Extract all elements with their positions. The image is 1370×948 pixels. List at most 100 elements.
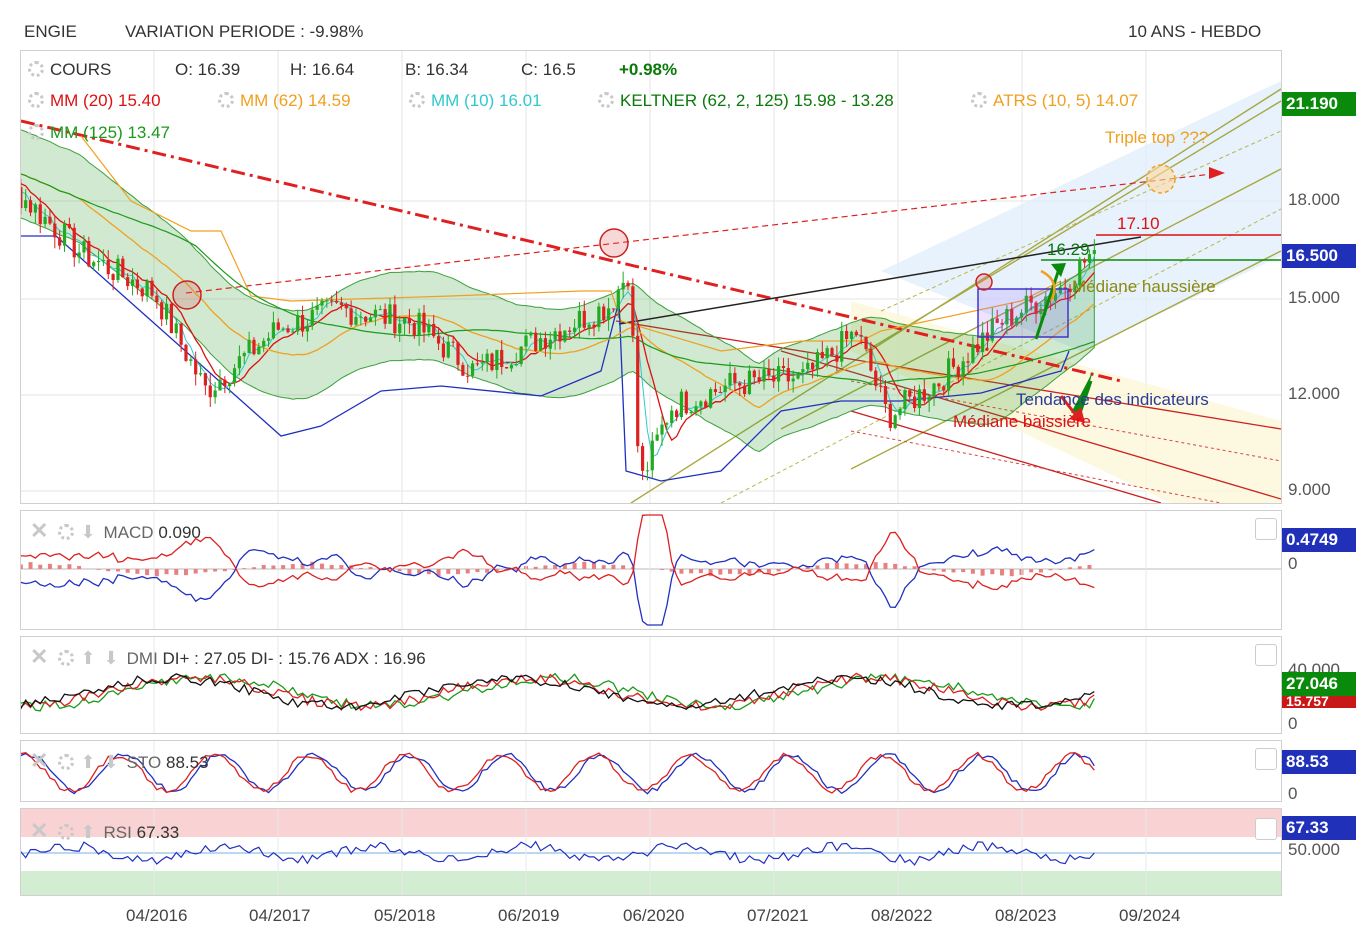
macd-histogram-bar (611, 564, 616, 569)
rsi-overbought-zone (21, 809, 1281, 837)
macd-histogram-bar (135, 569, 140, 574)
close-icon[interactable]: ✕ (30, 518, 49, 543)
candle-body (1039, 308, 1043, 314)
gear-icon[interactable] (58, 650, 75, 666)
dmi-values: DI+ : 27.05 DI- : 15.76 ADX : 16.96 (162, 649, 426, 668)
x-axis-label: 04/2016 (126, 906, 188, 925)
macd-histogram-bar (28, 562, 33, 569)
macd-histogram-bar (339, 565, 344, 569)
candle-body (592, 324, 596, 328)
dmi-checkbox[interactable] (1255, 644, 1277, 666)
candle-body (116, 258, 120, 280)
gear-icon[interactable] (598, 92, 614, 108)
arrow-down-icon[interactable]: ⬇ (103, 648, 119, 668)
macd-histogram-bar (358, 567, 363, 569)
rsi-chart[interactable] (21, 809, 1281, 895)
candle-body (689, 411, 693, 414)
indicator-arrow-up-head (1071, 371, 1093, 413)
candle-body (1063, 287, 1067, 289)
macd-histogram-bar (728, 569, 733, 574)
gear-icon[interactable] (28, 92, 44, 108)
candle-body (806, 362, 810, 370)
candle-body (728, 372, 732, 386)
legend-mm10-value: 16.01 (499, 91, 542, 110)
candle-body (776, 366, 781, 382)
legend-mm62[interactable]: MM (62) 14.59 (218, 91, 351, 111)
macd-histogram-bar (106, 569, 111, 572)
candle-body (767, 369, 771, 376)
macd-histogram-bar (329, 565, 334, 569)
candle-body (446, 341, 450, 358)
macd-histogram-bar (1087, 564, 1092, 569)
gear-icon[interactable] (58, 754, 75, 770)
arrow-down-icon[interactable]: ⬇ (80, 522, 96, 542)
sto-checkbox[interactable] (1255, 748, 1277, 770)
macd-histogram-bar (193, 569, 198, 574)
candle-body (325, 300, 329, 302)
bullish-median-line (720, 208, 1281, 503)
arrow-down-icon[interactable]: ⬇ (103, 752, 119, 772)
candle-body (913, 396, 917, 409)
gear-icon[interactable] (218, 92, 234, 108)
gear-icon[interactable] (28, 61, 44, 77)
candle-body (271, 322, 276, 339)
macd-histogram-bar (1029, 569, 1034, 573)
candle-body (786, 367, 790, 382)
candle-body (291, 331, 295, 333)
close-icon[interactable]: ✕ (30, 748, 49, 773)
candle-body (422, 312, 426, 333)
macd-checkbox[interactable] (1255, 518, 1277, 540)
candle-body (485, 353, 489, 363)
arrow-up-icon[interactable]: ⬆ (80, 752, 96, 772)
candle-body (21, 187, 23, 209)
macd-histogram-bar (261, 565, 266, 569)
gear-icon[interactable] (28, 124, 44, 140)
gear-icon[interactable] (409, 92, 425, 108)
gear-icon[interactable] (58, 524, 75, 540)
legend-mm20[interactable]: MM (20) 15.40 (28, 91, 161, 111)
legend-mm10[interactable]: MM (10) 16.01 (409, 91, 542, 111)
candle-body (514, 364, 518, 366)
candle-body (145, 280, 149, 297)
legend-atrs[interactable]: ATRS (10, 5) 14.07 (971, 91, 1138, 111)
rsi-checkbox[interactable] (1255, 818, 1277, 840)
rsi-label: RSI (103, 823, 132, 842)
period-selector[interactable]: 10 ANS - HEBDO (1128, 22, 1262, 41)
level-1629-label: 16.29 (1047, 240, 1090, 259)
candle-body (174, 323, 178, 334)
bearish-channel-line (850, 410, 1162, 503)
candle-body (427, 323, 431, 333)
candle-body (475, 363, 480, 365)
candle-body (932, 383, 936, 397)
legend-keltner[interactable]: KELTNER (62, 2, 125) 15.98 - 13.28 (598, 91, 894, 111)
x-axis-label: 06/2019 (498, 906, 560, 925)
candle-body (1078, 259, 1082, 286)
candle-body (1053, 293, 1058, 301)
legend-mm125[interactable]: MM (125) 13.47 (28, 123, 170, 143)
candle-body (723, 385, 727, 393)
arrow-up-icon[interactable]: ⬆ (80, 648, 96, 668)
dmi-chart[interactable] (21, 637, 1281, 733)
candle-body (597, 306, 601, 328)
macd-histogram-bar (310, 561, 315, 569)
gear-icon[interactable] (58, 824, 75, 840)
macd-histogram-bar (21, 564, 23, 569)
price-tick: 18.000 (1288, 190, 1340, 209)
legend-open: O: 16.39 (175, 60, 241, 79)
sto-toolbar: ✕ ⬆ ⬇ STO 88.53 (30, 748, 209, 774)
macd-histogram-bar (601, 565, 606, 569)
macd-chart[interactable] (21, 511, 1281, 629)
candle-body (402, 317, 407, 324)
legend-cours: COURS (50, 60, 112, 79)
close-icon[interactable]: ✕ (30, 818, 49, 843)
sto-chart[interactable] (21, 741, 1281, 801)
macd-histogram-bar (592, 561, 597, 569)
gear-icon[interactable] (971, 92, 987, 108)
price-chart[interactable] (21, 51, 1281, 503)
sto-k-line (21, 751, 1095, 795)
candle-body (461, 364, 465, 376)
arrow-up-icon[interactable]: ⬆ (80, 822, 96, 842)
close-icon[interactable]: ✕ (30, 644, 49, 669)
candle-body (456, 342, 460, 365)
macd-histogram-bar (669, 569, 674, 572)
